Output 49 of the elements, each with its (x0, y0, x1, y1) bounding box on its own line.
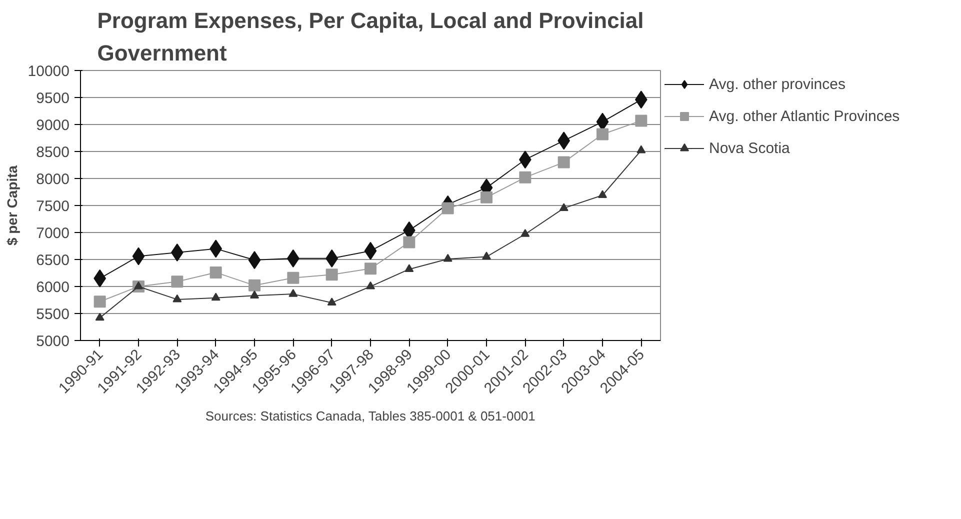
point (404, 264, 414, 272)
source-note: Sources: Statistics Canada, Tables 385-0001 & 051-0001 (205, 408, 536, 424)
point (598, 190, 607, 198)
point (95, 312, 104, 321)
legend-label: Avg. other Atlantic Provinces (709, 108, 900, 124)
point (172, 294, 182, 302)
y-tick-label: 7000 (36, 225, 70, 242)
point (442, 202, 454, 214)
point (366, 281, 375, 290)
point (171, 276, 184, 288)
point (519, 171, 532, 184)
y-tick-label: 8500 (36, 144, 70, 161)
y-tick-label: 6500 (36, 252, 70, 269)
y-tick-label: 5000 (36, 333, 70, 350)
y-tick-label: 8000 (36, 171, 70, 188)
point (132, 247, 145, 266)
y-tick-label: 10000 (28, 63, 70, 80)
point (364, 262, 376, 275)
point (364, 242, 377, 260)
y-tick-label: 9000 (36, 117, 70, 134)
point (326, 268, 338, 281)
y-tick-label: 6000 (36, 279, 70, 296)
point (94, 296, 106, 308)
point (403, 236, 416, 248)
y-tick-label: 5500 (36, 306, 70, 323)
point (248, 251, 261, 270)
point (558, 156, 570, 168)
point (210, 266, 222, 278)
legend-label: Avg. other provinces (709, 76, 846, 92)
point (134, 281, 143, 290)
point (211, 292, 220, 301)
y-tick-label: 7500 (36, 198, 70, 215)
point (596, 128, 608, 140)
point (327, 298, 336, 306)
point (636, 145, 646, 154)
legend-label: Nova Scotia (709, 140, 790, 156)
point (482, 252, 491, 260)
point (480, 191, 492, 204)
point (559, 203, 568, 212)
y-axis-title: $ per Capita (4, 165, 20, 246)
point (635, 114, 648, 127)
point (250, 290, 259, 298)
point (248, 279, 260, 292)
y-tick-label: 9500 (36, 90, 70, 107)
point (288, 288, 298, 297)
point (520, 229, 530, 237)
point (443, 254, 452, 262)
chart-title: Program Expenses, Per Capita, Local and Provincial Government (97, 8, 644, 66)
point (287, 272, 300, 284)
